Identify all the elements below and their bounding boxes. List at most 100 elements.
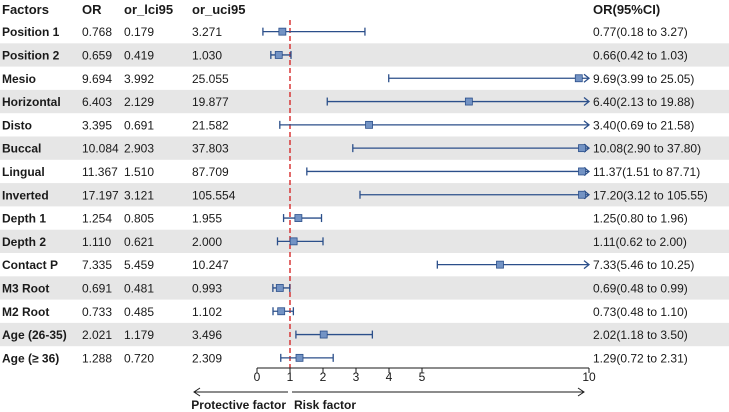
header-or-ci: OR(95%CI): [593, 2, 660, 17]
row-stripe: [0, 276, 729, 300]
header-factors: Factors: [2, 2, 49, 17]
ci-arrow-high: [583, 260, 591, 270]
x-tick-label: 0: [254, 370, 261, 384]
x-tick-label: 2: [320, 370, 327, 384]
lci-value: 2.129: [124, 95, 154, 109]
or-value: 7.335: [82, 258, 112, 272]
or-ci-text: 9.69(3.99 to 25.05): [593, 72, 694, 86]
lci-value: 3.992: [124, 72, 154, 86]
or-value: 2.021: [82, 328, 112, 342]
x-tick-label: 3: [353, 370, 360, 384]
or-ci-text: 10.08(2.90 to 37.80): [593, 142, 701, 156]
factor-label: Age (≥ 36): [2, 351, 59, 365]
or-ci-text: 7.33(5.46 to 10.25): [593, 258, 694, 272]
factor-label: Disto: [2, 118, 32, 132]
or-value: 1.288: [82, 351, 112, 365]
uci-value: 0.993: [192, 281, 222, 295]
or-ci-text: 3.40(0.69 to 21.58): [593, 118, 694, 132]
factor-label: Lingual: [2, 165, 45, 179]
lci-value: 0.805: [124, 212, 154, 226]
header-or-lci95: or_lci95: [124, 2, 173, 17]
lci-value: 2.903: [124, 142, 154, 156]
uci-value: 2.309: [192, 351, 222, 365]
uci-value: 3.271: [192, 25, 222, 39]
lci-value: 1.510: [124, 165, 154, 179]
uci-value: 19.877: [192, 95, 229, 109]
factor-label: M3 Root: [2, 281, 49, 295]
lci-value: 3.121: [124, 188, 154, 202]
or-point: [277, 307, 286, 316]
lci-value: 0.621: [124, 235, 154, 249]
header-or-uci95: or_uci95: [192, 2, 245, 17]
or-point: [274, 51, 283, 59]
or-ci-text: 0.73(0.48 to 1.10): [593, 305, 688, 319]
factor-label: Depth 1: [2, 212, 46, 226]
or-ci-text: 0.66(0.42 to 1.03): [593, 48, 688, 62]
lci-value: 0.720: [124, 351, 154, 365]
x-tick-label: 4: [386, 370, 393, 384]
factor-label: Horizontal: [2, 95, 61, 109]
or-value: 6.403: [82, 95, 112, 109]
x-tick-label: 1: [287, 370, 294, 384]
or-point: [295, 353, 304, 362]
or-value: 0.768: [82, 25, 112, 39]
or-point: [496, 260, 504, 269]
risk-arrowhead: [577, 387, 585, 397]
or-value: 17.197: [82, 188, 119, 202]
uci-value: 1.955: [192, 212, 222, 226]
lci-value: 1.179: [124, 328, 154, 342]
lci-value: 5.459: [124, 258, 154, 272]
or-ci-text: 2.02(1.18 to 3.50): [593, 328, 688, 342]
or-point: [275, 284, 284, 292]
or-value: 10.084: [82, 142, 119, 156]
factor-label: M2 Root: [2, 305, 49, 319]
or-point: [294, 214, 303, 222]
uci-value: 2.000: [192, 235, 222, 249]
factor-label: Contact P: [2, 258, 58, 272]
x-tick-label: 10: [582, 370, 596, 384]
lci-value: 0.179: [124, 25, 154, 39]
uci-value: 21.582: [192, 118, 229, 132]
factor-label: Depth 2: [2, 235, 46, 249]
or-point: [578, 167, 586, 176]
factor-label: Age (26-35): [2, 328, 67, 342]
factor-label: Position 1: [2, 25, 60, 39]
uci-value: 10.247: [192, 258, 229, 272]
or-point: [278, 27, 287, 36]
factor-label: Mesio: [2, 72, 36, 86]
protective-factor-label: Protective factor: [191, 398, 286, 412]
factor-label: Buccal: [2, 142, 41, 156]
or-point: [578, 190, 586, 199]
uci-value: 25.055: [192, 72, 229, 86]
factor-label: Inverted: [2, 188, 49, 202]
uci-value: 105.554: [192, 188, 236, 202]
or-value: 0.691: [82, 281, 112, 295]
lci-value: 0.481: [124, 281, 154, 295]
ci-arrow-high: [583, 97, 591, 107]
or-point: [578, 144, 586, 153]
row-stripe: [0, 43, 729, 67]
or-ci-text: 1.29(0.72 to 2.31): [593, 351, 688, 365]
or-ci-text: 0.69(0.48 to 0.99): [593, 281, 688, 295]
or-point: [464, 97, 473, 106]
or-ci-text: 0.77(0.18 to 3.27): [593, 25, 688, 39]
uci-value: 3.496: [192, 328, 222, 342]
or-point: [574, 74, 583, 83]
uci-value: 1.102: [192, 305, 222, 319]
protective-arrowhead: [193, 387, 201, 397]
ci-arrow-high: [583, 120, 591, 130]
lci-value: 0.419: [124, 48, 154, 62]
or-value: 11.367: [82, 165, 118, 179]
or-ci-text: 11.37(1.51 to 87.71): [593, 165, 700, 179]
header-or: OR: [82, 2, 102, 17]
or-ci-text: 1.11(0.62 to 2.00): [593, 235, 687, 249]
factor-label: Position 2: [2, 48, 60, 62]
ci-arrow-high: [583, 73, 591, 83]
lci-value: 0.691: [124, 118, 154, 132]
or-value: 3.395: [82, 118, 112, 132]
or-point: [365, 120, 373, 129]
risk-factor-label: Risk factor: [294, 398, 356, 412]
lci-value: 0.485: [124, 305, 154, 319]
